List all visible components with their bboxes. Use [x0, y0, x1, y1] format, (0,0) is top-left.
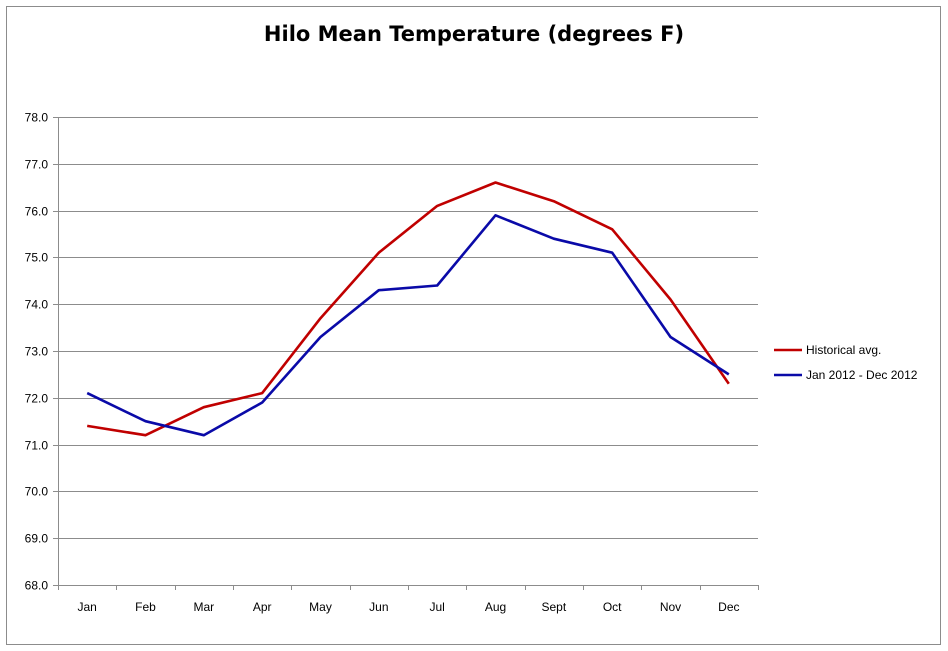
legend: Historical avg. Jan 2012 - Dec 2012	[774, 343, 918, 382]
series-line-2	[86, 214, 730, 437]
x-tick-label: Oct	[603, 600, 622, 614]
gridlines	[58, 117, 758, 586]
x-tick-label: Dec	[718, 600, 739, 614]
x-tick-label: Feb	[135, 600, 156, 614]
x-tick-label: Sept	[541, 600, 566, 614]
y-tick-label: 78.0	[25, 111, 49, 125]
y-tick-label: 74.0	[25, 298, 49, 312]
y-tick-label: 70.0	[25, 485, 49, 499]
x-tick-label: Apr	[253, 600, 272, 614]
x-tick-label: May	[309, 600, 332, 614]
series-lines	[86, 181, 730, 437]
y-tick-label: 71.0	[25, 439, 49, 453]
y-tick-label: 73.0	[25, 345, 49, 359]
legend-label-2: Jan 2012 - Dec 2012	[806, 368, 918, 382]
x-tick-label: Jan	[77, 600, 96, 614]
chart-title: Hilo Mean Temperature (degrees F)	[263, 22, 685, 46]
x-tick-label: Jul	[429, 600, 444, 614]
y-tick-label: 72.0	[25, 392, 49, 406]
x-tick-label: Jun	[369, 600, 388, 614]
series-line-1	[86, 181, 730, 437]
x-tick-label: Nov	[660, 600, 681, 614]
axes: 68.0 69.0 70.0 71.0 72.0 73.0 74.0 75.0 76.0 77.0…	[25, 111, 759, 614]
y-tick-label: 69.0	[25, 532, 49, 546]
y-tick-label: 76.0	[25, 205, 49, 219]
y-tick-label: 75.0	[25, 251, 49, 265]
x-tick-label: Aug	[485, 600, 506, 614]
y-tick-label: 77.0	[25, 158, 49, 172]
y-tick-label: 68.0	[25, 579, 49, 593]
legend-label-1: Historical avg.	[806, 343, 881, 357]
x-tick-label: Mar	[193, 600, 214, 614]
